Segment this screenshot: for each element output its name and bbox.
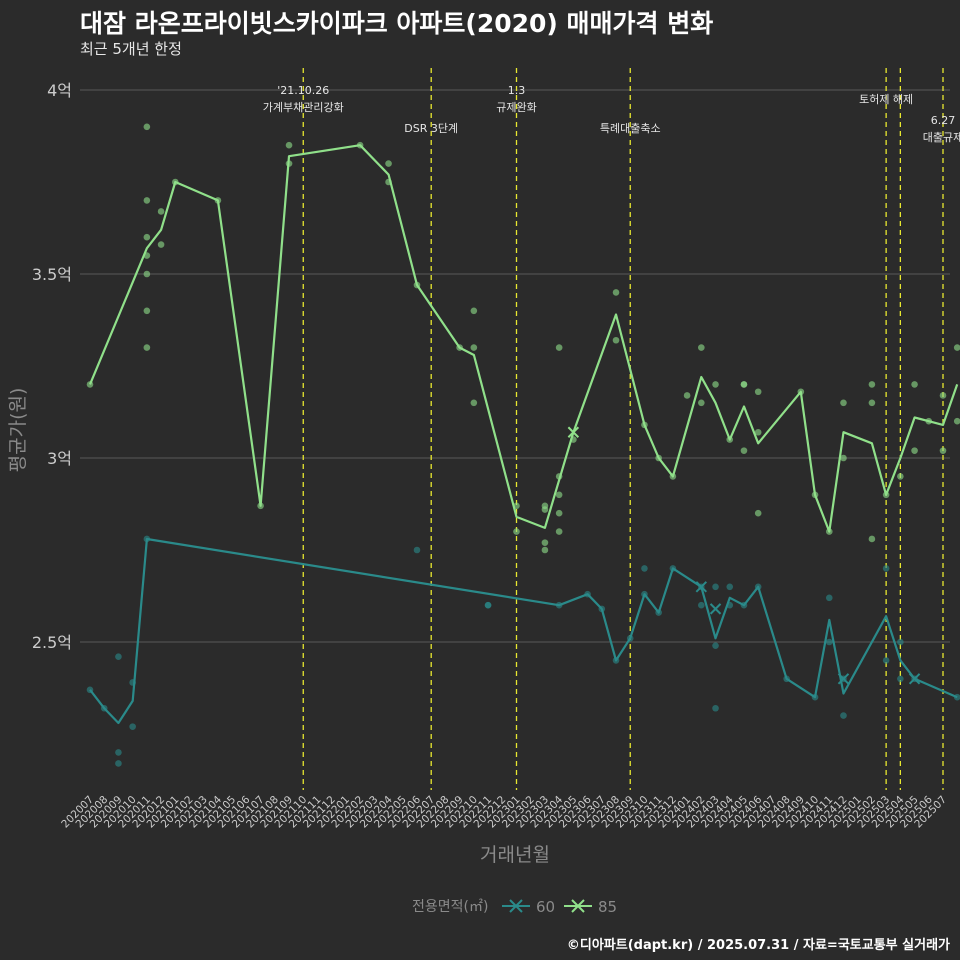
data-point-60	[897, 638, 904, 646]
data-point-60	[726, 583, 734, 591]
y-tick-label: 3억	[47, 449, 72, 468]
data-point-85	[143, 123, 151, 131]
data-point-85	[285, 141, 293, 149]
event-label: DSR 3단계	[404, 122, 458, 135]
event-label: 특례대출축소	[600, 122, 661, 135]
data-point-60	[712, 704, 719, 712]
data-point-85	[953, 417, 960, 425]
event-label: 6.27	[931, 114, 956, 127]
data-point-85	[683, 392, 691, 399]
series-line-85	[88, 144, 959, 533]
data-point-85	[868, 399, 876, 407]
data-point-85	[840, 399, 847, 407]
event-label: 1.3	[508, 84, 526, 97]
data-point-85	[513, 528, 520, 535]
data-point-85	[939, 447, 947, 454]
y-axis-title: 평균가(원)	[7, 388, 29, 473]
data-point-85	[612, 336, 620, 344]
data-point-85	[143, 307, 151, 315]
data-point-60	[129, 723, 136, 730]
data-point-85	[698, 399, 705, 407]
data-point-60	[882, 565, 890, 572]
data-point-85	[612, 289, 620, 296]
data-point-85	[555, 491, 563, 499]
data-point-85	[143, 270, 151, 278]
legend-swatch-x-60	[509, 899, 523, 913]
data-point-85	[541, 506, 549, 513]
data-point-60	[712, 583, 719, 591]
y-tick-label: 3.5억	[32, 265, 72, 284]
data-point-85	[840, 454, 847, 462]
cancelled-marker-85	[567, 426, 580, 438]
data-point-85	[143, 233, 151, 241]
data-point-60	[698, 601, 705, 609]
data-point-85	[868, 381, 876, 388]
data-point-85	[541, 539, 549, 546]
series-line-60	[89, 537, 958, 725]
data-point-85	[740, 447, 748, 454]
cancelled-marker-60	[837, 673, 850, 685]
data-point-60	[882, 657, 890, 664]
data-point-85	[911, 447, 918, 454]
legend-label-85: 85	[598, 898, 617, 916]
data-point-60	[115, 653, 122, 661]
data-point-85	[470, 344, 478, 351]
data-point-85	[555, 344, 563, 351]
data-point-60	[413, 546, 421, 554]
data-point-85	[754, 509, 762, 517]
data-point-85	[897, 473, 904, 480]
data-point-60	[641, 565, 648, 572]
event-label: 토허제 해제	[859, 92, 913, 106]
data-point-60	[484, 601, 492, 609]
chart-subtitle: 최근 5개년 한정	[80, 40, 182, 58]
data-point-85	[157, 208, 165, 215]
data-point-85	[541, 546, 549, 554]
data-point-60	[115, 760, 122, 767]
data-point-60	[825, 638, 833, 646]
source-credit: ©디아파트(dapt.kr) / 2025.07.31 / 자료=국토교통부 실…	[566, 938, 950, 953]
legend-label-60: 60	[536, 898, 555, 916]
data-point-60	[897, 675, 904, 683]
data-point-85	[555, 509, 563, 517]
data-point-60	[840, 712, 847, 719]
data-point-60	[115, 749, 122, 756]
data-point-85	[470, 399, 478, 407]
data-point-85	[555, 528, 563, 535]
event-label: 대출규제	[923, 131, 960, 144]
data-point-85	[470, 307, 478, 315]
data-point-85	[143, 344, 151, 351]
data-point-85	[143, 197, 151, 204]
legend-swatch-x-85	[571, 899, 585, 913]
data-point-85	[157, 241, 165, 248]
legend-title: 전용면적(㎡)	[412, 899, 488, 915]
data-point-85	[868, 535, 876, 543]
data-point-85	[939, 392, 947, 399]
data-point-85	[385, 160, 392, 167]
event-label: 가계부채관리강화	[263, 101, 344, 114]
event-label: '21.10.26	[277, 84, 329, 97]
x-axis-title: 거래년월	[480, 844, 550, 866]
data-point-85	[712, 381, 719, 388]
data-point-85	[953, 344, 960, 351]
data-point-60	[825, 594, 833, 602]
chart-title: 대잠 라온프라이빗스카이파크 아파트(2020) 매매가격 변화	[80, 9, 714, 38]
data-point-85	[754, 428, 762, 436]
data-point-85	[698, 344, 705, 351]
event-label: 규제완화	[496, 101, 536, 114]
data-point-85	[740, 381, 748, 388]
y-tick-label: 4억	[47, 81, 72, 100]
y-tick-label: 2.5억	[32, 633, 72, 652]
cancelled-marker-60	[908, 673, 921, 685]
data-point-60	[712, 642, 719, 649]
cancelled-marker-60	[709, 603, 722, 615]
data-point-85	[754, 388, 762, 396]
cancelled-marker-60	[695, 581, 708, 593]
data-point-85	[911, 381, 918, 388]
